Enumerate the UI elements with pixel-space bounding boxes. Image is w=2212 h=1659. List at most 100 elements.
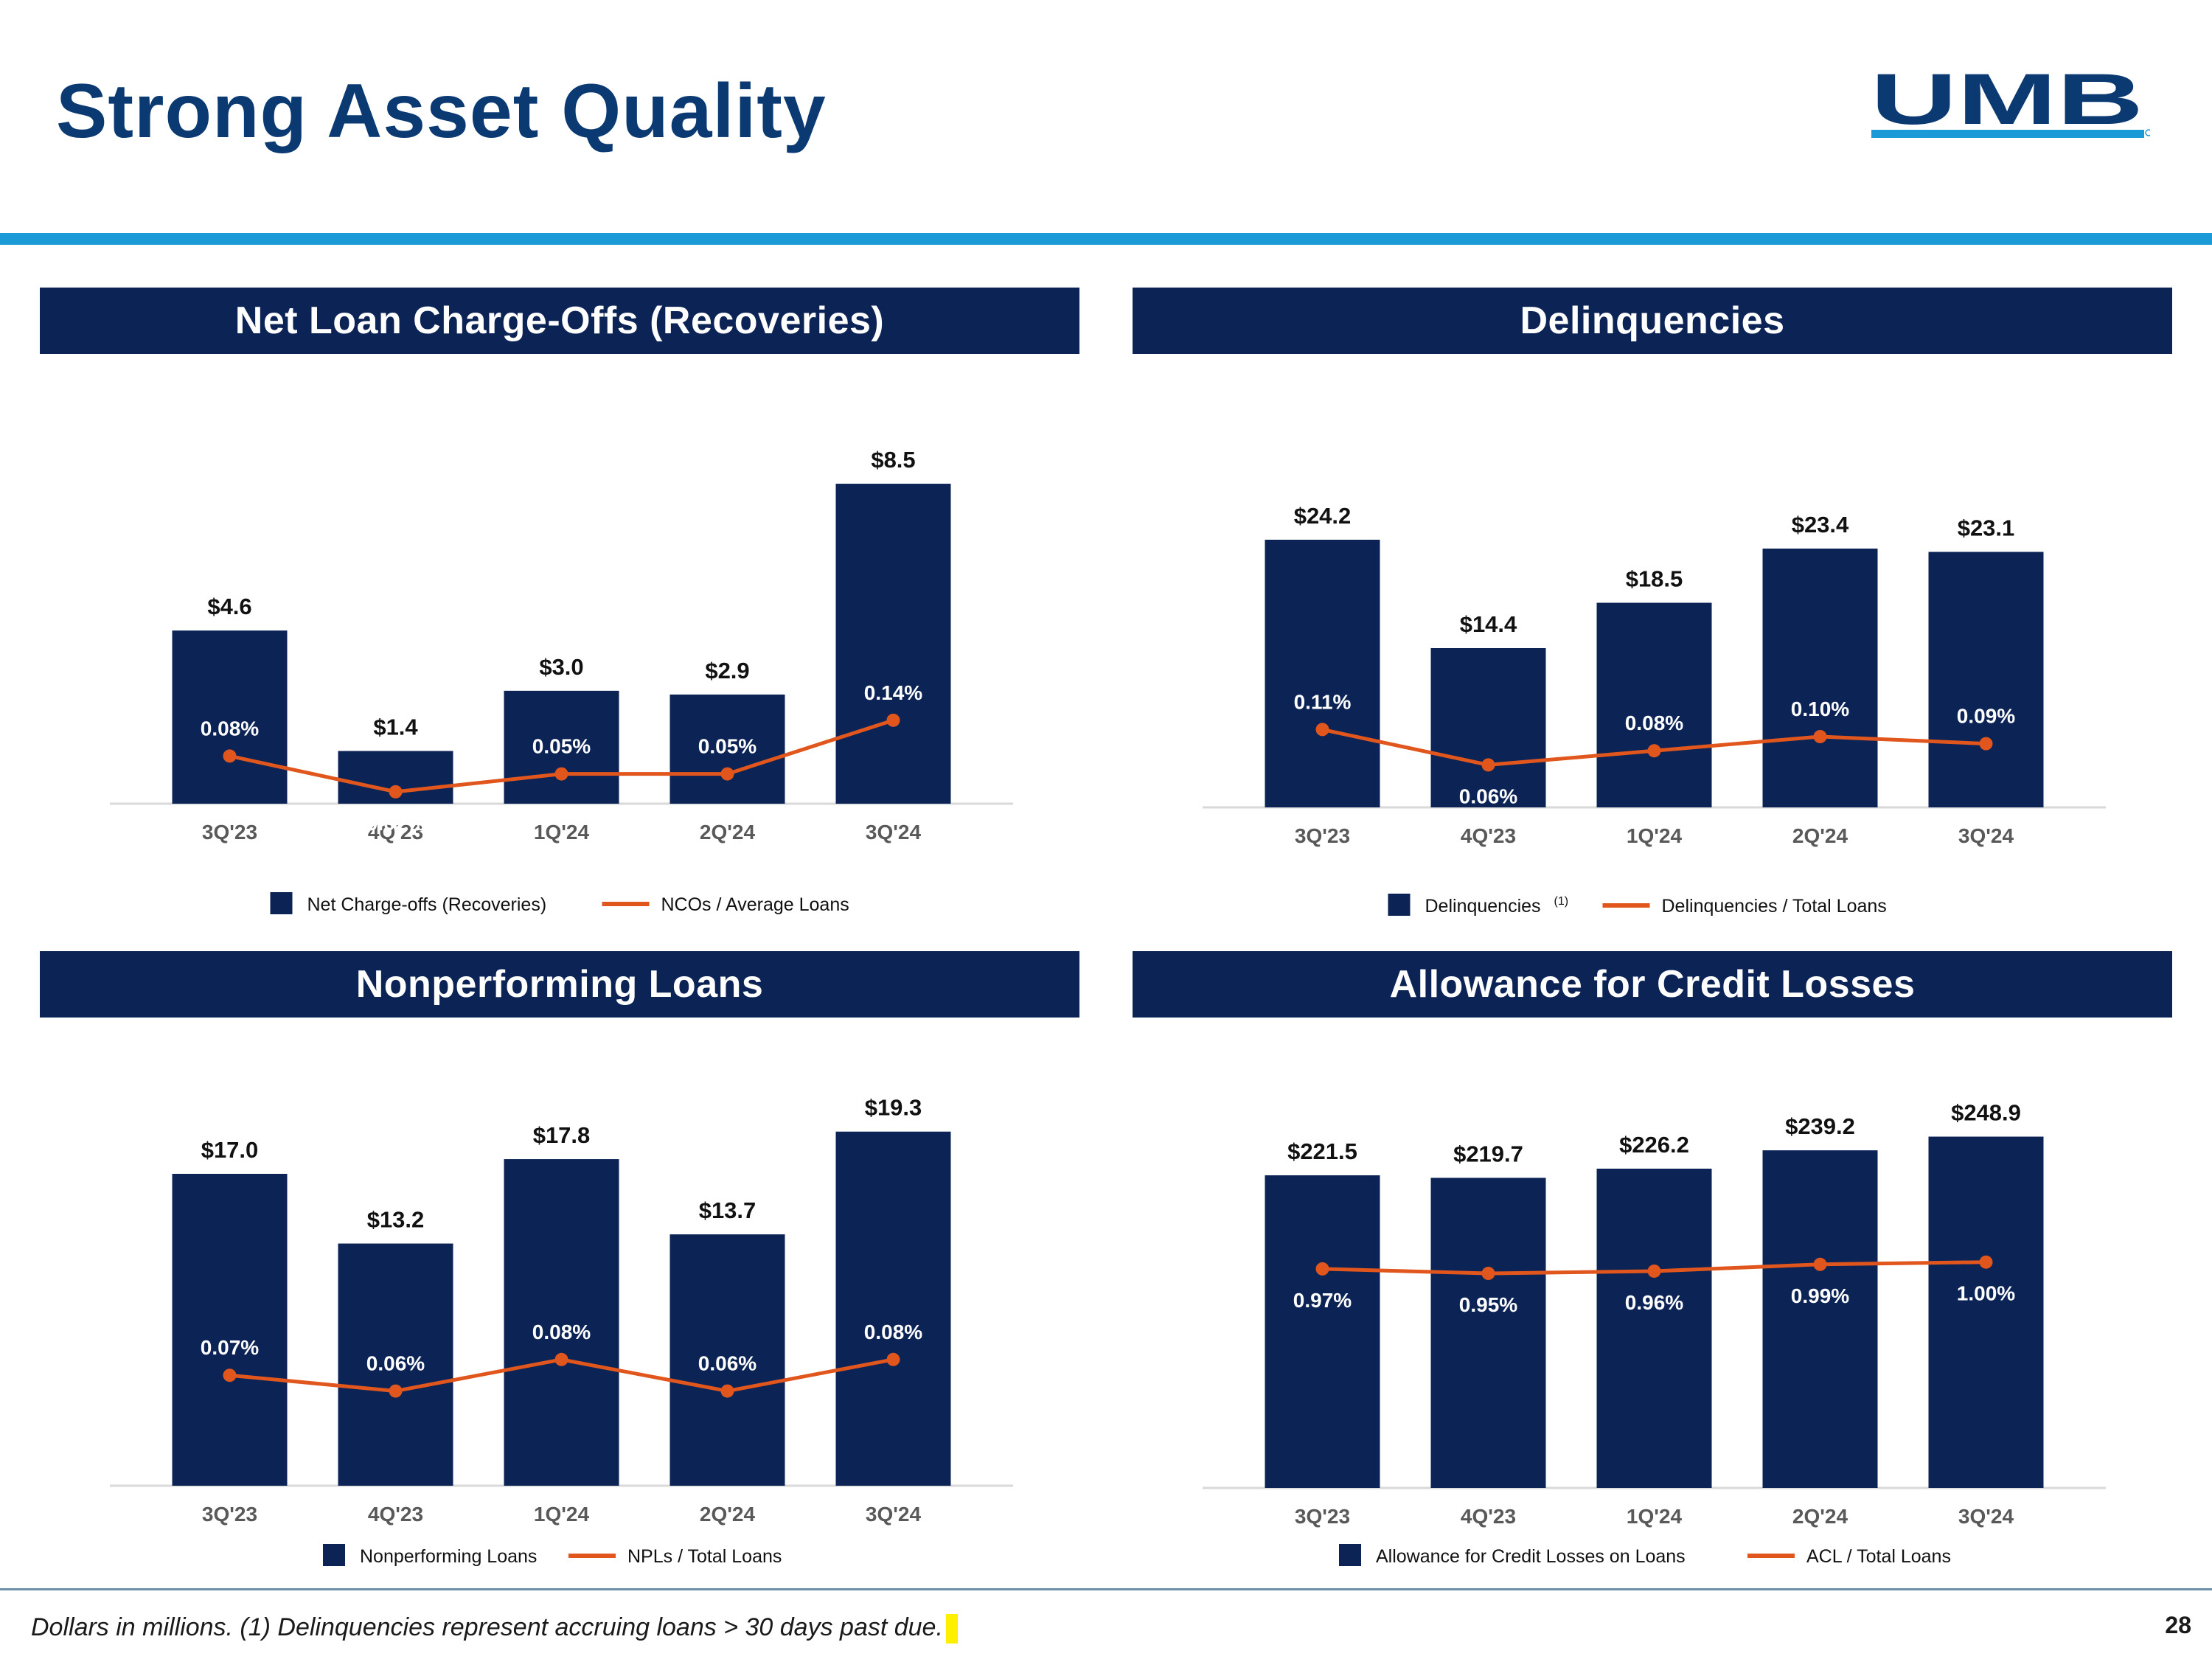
chart-net-charge-offs: $4.6 3Q'23 $1.4 4Q'23 $3.0 1Q'24 $2.9 2Q'24 $8.5… (40, 361, 1079, 936)
legend-swatch-bar (270, 892, 293, 914)
bar-label-3: $239.2 (1785, 1113, 1855, 1139)
bar-label-0: $4.6 (207, 594, 251, 619)
category-label-0: 3Q'23 (1295, 1505, 1350, 1528)
line-label-1: 0.06% (366, 1352, 425, 1375)
bar-0 (1265, 1175, 1380, 1488)
page-number: 28 (2165, 1612, 2191, 1638)
line-label-4: 0.09% (1957, 705, 2015, 728)
category-label-4: 3Q'24 (866, 821, 922, 844)
legend-label-0: Allowance for Credit Losses on Loans (1376, 1546, 1686, 1567)
line-label-1: 0.02% (366, 812, 425, 835)
bar-2 (1596, 602, 1712, 807)
bar-1 (1430, 648, 1546, 807)
line-label-2: 0.08% (1625, 712, 1683, 734)
bar-label-2: $17.8 (533, 1122, 591, 1148)
bar-0 (1265, 540, 1380, 807)
line-point-4 (1979, 737, 1993, 751)
bar-1 (338, 1243, 453, 1486)
line-point-2 (1647, 1264, 1661, 1278)
page-title: Strong Asset Quality (56, 69, 827, 154)
line-point-0 (223, 1368, 237, 1382)
legend-swatch-bar (1388, 894, 1411, 916)
category-label-2: 1Q'24 (534, 1503, 590, 1526)
legend-label-1: ACL / Total Loans (1806, 1546, 1951, 1567)
category-label-1: 4Q'23 (1461, 824, 1516, 847)
line-point-1 (1481, 1267, 1495, 1281)
chart-nonperforming-loans: $17.0 3Q'23 $13.2 4Q'23 $17.8 1Q'24 $13.7 2Q'24… (40, 1025, 1079, 1585)
chart-svg: $24.2 3Q'23 $14.4 4Q'23 $18.5 1Q'24 $23.4 2Q'24… (1203, 503, 2106, 917)
legend-label-1: Delinquencies / Total Loans (1662, 896, 1887, 917)
line-label-2: 0.96% (1625, 1291, 1683, 1314)
line-point-3 (1813, 1257, 1827, 1271)
bar-4 (1928, 1136, 2044, 1488)
category-label-1: 4Q'23 (1461, 1505, 1516, 1528)
bar-3 (669, 1234, 785, 1486)
legend-swatch-bar (1339, 1544, 1361, 1566)
panel-header-net-charge-offs: Net Loan Charge-Offs (Recoveries) (40, 288, 1079, 354)
legend-label-0: Delinquencies (1425, 896, 1541, 917)
line-point-3 (720, 1384, 734, 1398)
chart-svg: $221.5 3Q'23 $219.7 4Q'23 $226.2 1Q'24 $239.2 2… (1203, 1100, 2106, 1567)
bar-label-0: $17.0 (201, 1137, 259, 1163)
bar-2 (1596, 1168, 1712, 1488)
bar-4 (835, 1131, 951, 1486)
category-label-4: 3Q'24 (1958, 824, 2014, 847)
category-label-3: 2Q'24 (1792, 824, 1848, 847)
line-label-1: 0.06% (1459, 785, 1517, 807)
umb-logo: UMB (1871, 68, 2150, 139)
legend-swatch-bar (323, 1544, 345, 1566)
line-label-4: 0.08% (864, 1321, 922, 1343)
category-label-3: 2Q'24 (700, 821, 756, 844)
line-point-2 (554, 767, 568, 781)
bar-label-2: $3.0 (539, 654, 583, 680)
category-label-4: 3Q'24 (866, 1503, 922, 1526)
category-label-0: 3Q'23 (202, 1503, 257, 1526)
line-point-1 (1481, 758, 1495, 772)
line-point-1 (389, 785, 403, 799)
line-label-2: 0.05% (532, 735, 591, 758)
category-label-1: 4Q'23 (368, 821, 423, 844)
line-point-0 (223, 749, 237, 763)
category-label-3: 2Q'24 (1792, 1505, 1848, 1528)
category-label-3: 2Q'24 (700, 1503, 756, 1526)
category-label-4: 3Q'24 (1958, 1505, 2014, 1528)
legend-label-0: Net Charge-offs (Recoveries) (307, 894, 547, 915)
line-point-2 (554, 1352, 568, 1366)
panel-header-allowance: Allowance for Credit Losses (1133, 951, 2172, 1018)
legend-sup: (1) (1554, 895, 1569, 908)
bar-3 (669, 694, 785, 804)
category-label-0: 3Q'23 (202, 821, 257, 844)
bar-4 (1928, 552, 2044, 807)
line-label-2: 0.08% (532, 1321, 591, 1343)
category-label-1: 4Q'23 (368, 1503, 423, 1526)
footnote-text: Dollars in millions. (1) Delinquencies r… (31, 1613, 943, 1641)
umb-logo-underline (1871, 130, 2144, 138)
legend-label-1: NPLs / Total Loans (627, 1546, 782, 1567)
bar-label-0: $221.5 (1287, 1138, 1357, 1164)
line-label-3: 0.06% (698, 1352, 757, 1375)
bar-label-2: $226.2 (1619, 1132, 1689, 1158)
line-point-2 (1647, 744, 1661, 758)
bar-0 (172, 630, 288, 804)
bar-label-1: $219.7 (1453, 1141, 1523, 1166)
bar-2 (504, 1159, 619, 1486)
bar-label-0: $24.2 (1294, 503, 1352, 529)
line-point-4 (886, 1352, 900, 1366)
line-label-0: 0.08% (201, 717, 259, 740)
bar-label-3: $13.7 (699, 1197, 757, 1223)
umb-logo-text: UMB (1871, 68, 2143, 139)
bar-4 (835, 484, 951, 804)
category-label-2: 1Q'24 (1627, 1505, 1683, 1528)
line-label-3: 0.05% (698, 735, 757, 758)
bar-label-4: $248.9 (1951, 1100, 2021, 1126)
bar-3 (1762, 1150, 1878, 1488)
bar-label-1: $13.2 (367, 1207, 425, 1233)
legend-label-0: Nonperforming Loans (360, 1546, 537, 1567)
line-point-4 (886, 713, 900, 727)
line-label-4: 0.14% (864, 681, 922, 704)
bar-label-2: $18.5 (1626, 566, 1683, 592)
line-point-0 (1315, 723, 1329, 737)
category-label-2: 1Q'24 (534, 821, 590, 844)
line-point-3 (720, 767, 734, 781)
highlight-marker (945, 1614, 958, 1644)
